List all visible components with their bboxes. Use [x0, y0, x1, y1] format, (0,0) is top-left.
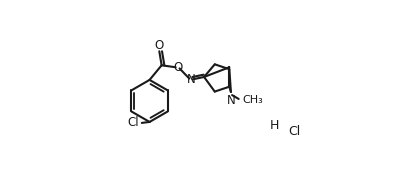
- Text: O: O: [155, 39, 164, 52]
- Text: N: N: [186, 73, 195, 86]
- Text: N: N: [226, 93, 235, 106]
- Text: CH₃: CH₃: [242, 95, 263, 105]
- Text: H: H: [270, 119, 279, 132]
- Text: Cl: Cl: [288, 125, 301, 138]
- Text: Cl: Cl: [127, 116, 139, 129]
- Text: O: O: [173, 61, 182, 74]
